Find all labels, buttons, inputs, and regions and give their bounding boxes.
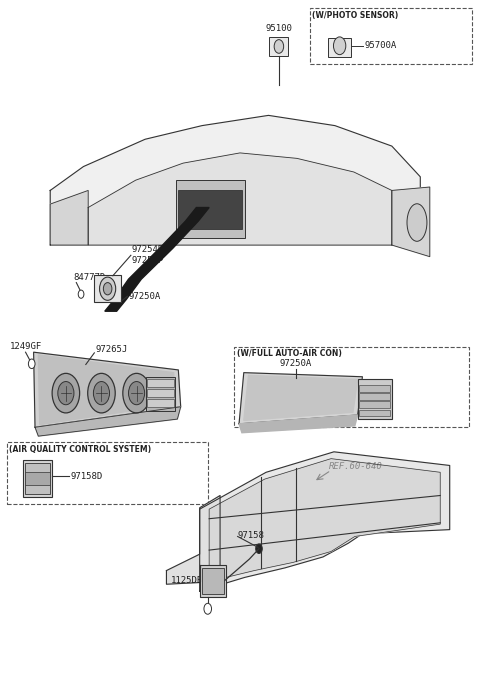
Polygon shape [35, 407, 180, 436]
Bar [147, 399, 174, 407]
Text: 95100: 95100 [265, 24, 292, 33]
Bar [7, 442, 208, 504]
Text: 97158: 97158 [238, 530, 264, 539]
Text: (W/FULL AUTO-AIR CON): (W/FULL AUTO-AIR CON) [237, 350, 342, 358]
Bar [179, 190, 242, 229]
Text: (W/PHOTO SENSOR): (W/PHOTO SENSOR) [312, 11, 398, 20]
Polygon shape [239, 415, 358, 433]
Polygon shape [392, 187, 430, 257]
Text: 97265J: 97265J [96, 345, 128, 354]
Bar [358, 380, 392, 419]
Bar [24, 463, 50, 494]
Polygon shape [239, 373, 362, 424]
Text: (AIR QUALITY CONTROL SYSTEM): (AIR QUALITY CONTROL SYSTEM) [9, 445, 151, 454]
Bar [202, 568, 224, 594]
Text: 97250A: 97250A [280, 359, 312, 368]
Polygon shape [50, 191, 88, 245]
Circle shape [334, 37, 346, 54]
Bar [176, 180, 245, 238]
Bar [269, 37, 288, 56]
Circle shape [52, 374, 80, 413]
Bar [310, 8, 471, 64]
Text: 97158D: 97158D [70, 472, 102, 481]
Bar [359, 409, 390, 416]
Circle shape [103, 283, 112, 295]
Text: 95700A: 95700A [364, 41, 396, 50]
Text: 1249GF: 1249GF [10, 341, 42, 351]
Circle shape [58, 382, 74, 405]
Bar [94, 275, 121, 302]
Text: 84777D: 84777D [73, 272, 105, 281]
Polygon shape [34, 352, 180, 427]
Polygon shape [167, 495, 220, 584]
Polygon shape [200, 452, 450, 591]
Bar [359, 385, 390, 391]
Text: 97254R: 97254R [132, 246, 164, 255]
Circle shape [129, 382, 144, 405]
Circle shape [78, 290, 84, 299]
Bar [359, 401, 390, 408]
Polygon shape [38, 355, 176, 424]
Bar [328, 38, 351, 56]
Circle shape [88, 374, 115, 413]
Bar [146, 377, 176, 411]
Circle shape [123, 374, 150, 413]
Ellipse shape [407, 204, 427, 241]
Circle shape [256, 544, 262, 554]
Polygon shape [88, 153, 392, 245]
Text: REF.60-640: REF.60-640 [329, 462, 383, 471]
Circle shape [28, 359, 35, 369]
Circle shape [204, 603, 212, 614]
Bar [147, 389, 174, 397]
Polygon shape [244, 376, 358, 420]
Polygon shape [50, 116, 420, 245]
Text: 97250A: 97250A [129, 292, 161, 301]
Circle shape [99, 277, 116, 301]
Text: 97254P: 97254P [132, 256, 164, 266]
Bar [24, 471, 50, 485]
Bar [359, 393, 390, 400]
Polygon shape [105, 208, 209, 311]
Bar [23, 460, 52, 497]
Circle shape [94, 382, 109, 405]
Text: 1125DB: 1125DB [171, 577, 204, 585]
Polygon shape [209, 459, 440, 581]
Bar [234, 347, 468, 427]
Bar [200, 565, 226, 596]
Circle shape [274, 40, 284, 53]
Bar [147, 379, 174, 387]
